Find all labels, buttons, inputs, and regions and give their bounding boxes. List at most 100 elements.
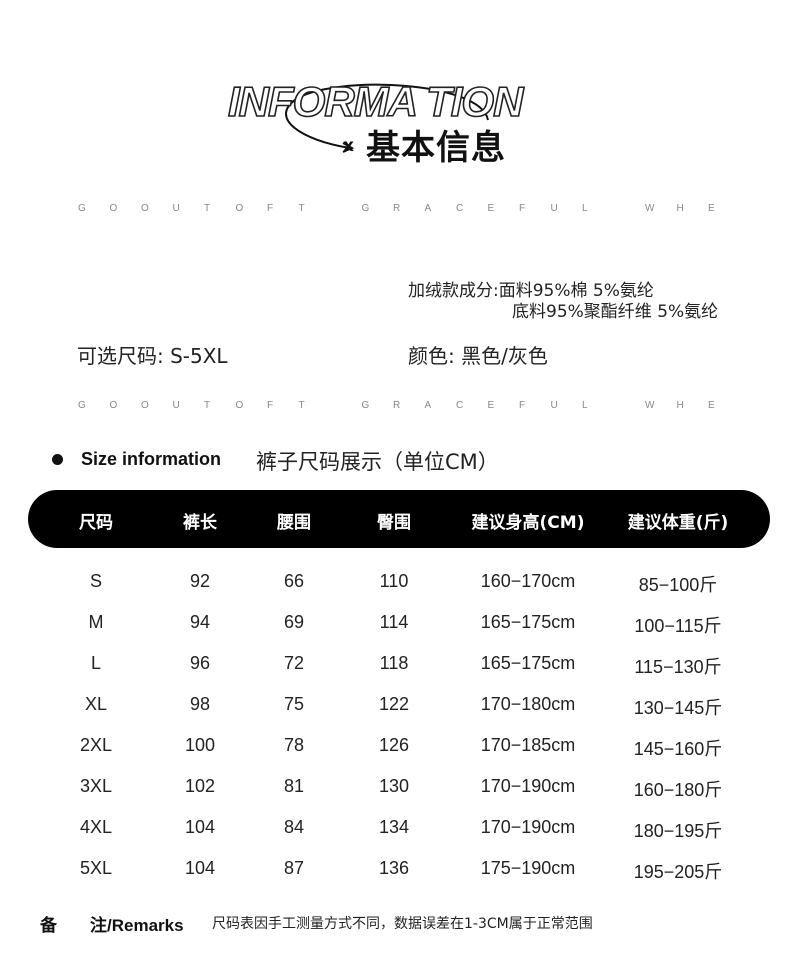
header-cell: 尺码 bbox=[79, 513, 113, 533]
table-cell: 87 bbox=[283, 858, 305, 878]
deco-letter: T bbox=[298, 203, 305, 214]
table-cell: 145−160斤 bbox=[633, 739, 723, 759]
table-cell: 94 bbox=[189, 612, 211, 632]
table-cell: 165−175cm bbox=[480, 653, 576, 673]
table-cell: 118 bbox=[379, 653, 409, 673]
table-cell: 134 bbox=[378, 817, 410, 837]
table-cell: 96 bbox=[189, 653, 211, 673]
deco-letter: A bbox=[424, 400, 432, 411]
remarks-label-a: 备 bbox=[40, 916, 57, 936]
header-cell: 建议身高(CM) bbox=[471, 513, 585, 533]
deco-letter: T bbox=[298, 400, 305, 411]
table-cell: 69 bbox=[283, 612, 305, 632]
deco-letter: U bbox=[172, 400, 180, 411]
table-row: M 94 69 114 165−175cm 100−115斤 bbox=[0, 612, 790, 642]
table-cell: 110 bbox=[379, 571, 409, 591]
table-cell: 81 bbox=[283, 776, 305, 796]
table-cell: 4XL bbox=[79, 817, 113, 837]
table-cell: 130 bbox=[378, 776, 410, 796]
table-cell: 72 bbox=[283, 653, 305, 673]
table-cell: 170−180cm bbox=[480, 694, 576, 714]
table-cell: M bbox=[88, 612, 104, 632]
deco-letter: C bbox=[456, 400, 464, 411]
deco-letter: G bbox=[361, 203, 370, 214]
deco-letter: O bbox=[141, 400, 149, 411]
deco-letter: T bbox=[204, 203, 211, 214]
table-cell: 115−130斤 bbox=[634, 657, 722, 677]
deco-letter: E bbox=[487, 400, 495, 411]
header-cell: 腰围 bbox=[277, 513, 311, 533]
deco-letter bbox=[614, 400, 646, 411]
deco-letter: E bbox=[487, 203, 495, 214]
table-cell: L bbox=[90, 653, 102, 673]
deco-letter: H bbox=[676, 203, 684, 214]
page-title: 基本信息 bbox=[366, 128, 506, 168]
table-cell: 180−195斤 bbox=[633, 821, 723, 841]
remarks-label-b: 注/Remarks bbox=[90, 916, 184, 935]
fabric-line-2: 底料95%聚酯纤维 5%氨纶 bbox=[512, 302, 719, 322]
deco-letter: T bbox=[204, 400, 211, 411]
bullet-icon bbox=[52, 454, 63, 465]
table-cell: 100−115斤 bbox=[634, 616, 722, 636]
table-cell: 130−145斤 bbox=[633, 698, 723, 718]
colors-label: 颜色: 黑色/灰色 bbox=[408, 344, 548, 368]
x-mark: x bbox=[343, 136, 354, 156]
table-cell: 75 bbox=[283, 694, 305, 714]
deco-letter: F bbox=[267, 400, 274, 411]
deco-letter bbox=[614, 203, 646, 214]
table-cell: 195−205斤 bbox=[633, 862, 723, 882]
table-cell: 5XL bbox=[79, 858, 113, 878]
table-row: L 96 72 118 165−175cm 115−130斤 bbox=[0, 653, 790, 683]
deco-letter: W bbox=[645, 203, 655, 214]
remarks-text: 尺码表因手工测量方式不同，数据误差在1-3CM属于正常范围 bbox=[212, 916, 593, 932]
deco-letter: R bbox=[393, 400, 401, 411]
table-cell: 2XL bbox=[79, 735, 113, 755]
table-cell: 3XL bbox=[79, 776, 113, 796]
deco-letter: C bbox=[456, 203, 464, 214]
deco-letter: U bbox=[550, 400, 558, 411]
deco-letter: G bbox=[78, 203, 86, 214]
table-row: 4XL 104 84 134 170−190cm 180−195斤 bbox=[0, 817, 790, 847]
deco-letter: R bbox=[393, 203, 401, 214]
table-cell: 100 bbox=[184, 735, 216, 755]
deco-letter: O bbox=[235, 400, 244, 411]
table-cell: 170−190cm bbox=[480, 817, 576, 837]
deco-letter: G bbox=[361, 400, 370, 411]
deco-letter bbox=[330, 400, 362, 411]
table-cell: 78 bbox=[283, 735, 305, 755]
deco-letter: G bbox=[78, 400, 86, 411]
deco-letter: H bbox=[676, 400, 684, 411]
deco-letter bbox=[330, 203, 362, 214]
deco-letter: O bbox=[141, 203, 149, 214]
deco-letter: O bbox=[109, 203, 118, 214]
deco-letter: A bbox=[424, 203, 432, 214]
table-cell: 85−100斤 bbox=[638, 575, 718, 595]
table-cell: 92 bbox=[189, 571, 211, 591]
table-cell: 114 bbox=[379, 612, 409, 632]
table-cell: 122 bbox=[378, 694, 410, 714]
deco-letter: L bbox=[582, 400, 588, 411]
swoosh-arrow-icon bbox=[285, 83, 489, 153]
table-cell: 175−190cm bbox=[480, 858, 576, 878]
table-cell: 170−185cm bbox=[480, 735, 576, 755]
deco-letter: U bbox=[550, 203, 558, 214]
deco-letter: F bbox=[267, 203, 274, 214]
sizes-label: 可选尺码: S-5XL bbox=[77, 344, 228, 368]
deco-letter: F bbox=[519, 203, 526, 214]
table-row: S 92 66 110 160−170cm 85−100斤 bbox=[0, 571, 790, 601]
deco-letter: F bbox=[519, 400, 526, 411]
table-cell: S bbox=[89, 571, 103, 591]
table-cell: 165−175cm bbox=[480, 612, 576, 632]
table-cell: 104 bbox=[184, 817, 216, 837]
header-cell: 建议体重(斤) bbox=[627, 513, 729, 533]
fabric-line-1: 加绒款成分:面料95%棉 5%氨纶 bbox=[408, 281, 654, 301]
table-cell: 98 bbox=[189, 694, 211, 714]
table-row: 3XL 102 81 130 170−190cm 160−180斤 bbox=[0, 776, 790, 806]
table-cell: 126 bbox=[378, 735, 410, 755]
deco-letter: E bbox=[708, 203, 715, 214]
deco-letter: E bbox=[708, 400, 715, 411]
table-row: XL 98 75 122 170−180cm 130−145斤 bbox=[0, 694, 790, 724]
deco-letter: O bbox=[235, 203, 244, 214]
deco-letter: W bbox=[645, 400, 655, 411]
section-title-cn: 裤子尺码展示（单位CM） bbox=[256, 450, 499, 474]
